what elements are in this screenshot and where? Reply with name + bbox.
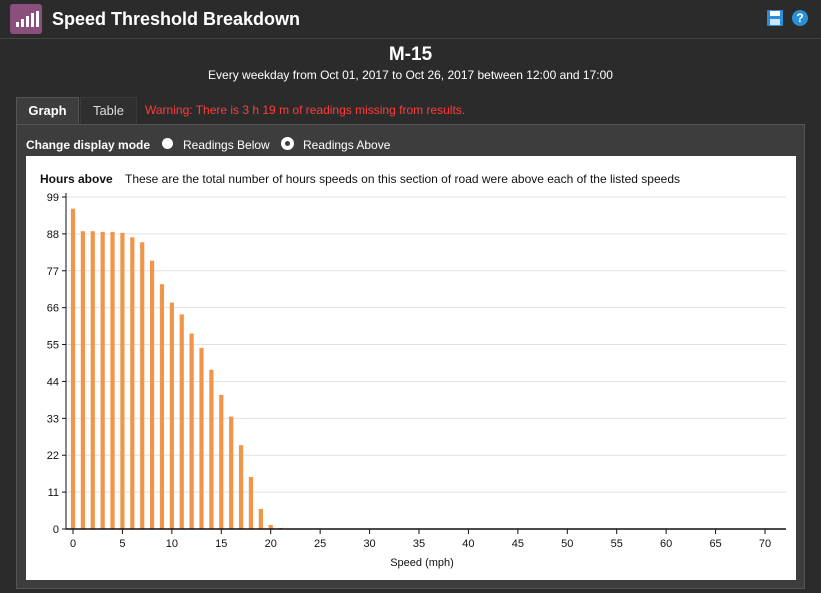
x-tick-label: 70 bbox=[759, 538, 771, 550]
x-tick-label: 5 bbox=[119, 538, 125, 550]
bar-speed-7[interactable] bbox=[140, 242, 145, 529]
period-description: Every weekday from Oct 01, 2017 to Oct 2… bbox=[208, 68, 613, 82]
bar-speed-11[interactable] bbox=[179, 314, 184, 529]
x-tick-label: 45 bbox=[512, 538, 524, 550]
help-icon[interactable]: ? bbox=[792, 10, 808, 26]
x-tick-label: 35 bbox=[413, 538, 425, 550]
bar-speed-16[interactable] bbox=[229, 416, 234, 529]
y-tick-label: 11 bbox=[48, 487, 59, 499]
tab-table[interactable]: Table bbox=[80, 97, 137, 124]
x-tick-label: 30 bbox=[363, 538, 375, 550]
chart-title: Hours above bbox=[40, 172, 113, 186]
y-tick-label: 99 bbox=[47, 192, 59, 204]
bar-speed-10[interactable] bbox=[169, 302, 174, 529]
save-icon[interactable] bbox=[767, 10, 783, 26]
y-tick-label: 0 bbox=[53, 524, 59, 536]
missing-readings-warning: Warning: There is 3 h 19 m of readings m… bbox=[145, 103, 466, 117]
bar-speed-6[interactable] bbox=[130, 237, 135, 529]
hours-above-chart: Hours above These are the total number o… bbox=[40, 172, 786, 569]
window-title: Speed Threshold Breakdown bbox=[52, 9, 301, 29]
bar-speed-4[interactable] bbox=[110, 231, 115, 529]
bar-speed-2[interactable] bbox=[90, 231, 95, 529]
bar-speed-0[interactable] bbox=[70, 208, 76, 529]
radio-readings-above[interactable] bbox=[282, 138, 293, 149]
x-tick-label: 50 bbox=[561, 538, 573, 550]
road-name: M-15 bbox=[388, 44, 433, 65]
readings-above-label[interactable]: Readings Above bbox=[303, 138, 391, 152]
chart-area: Hours above These are the total number o… bbox=[26, 156, 796, 580]
bar-speed-19[interactable] bbox=[258, 508, 263, 529]
bar-speed-17[interactable] bbox=[238, 445, 244, 529]
bar-speed-12[interactable] bbox=[189, 333, 194, 529]
x-tick-label: 20 bbox=[265, 538, 277, 550]
y-tick-label: 55 bbox=[47, 340, 59, 352]
x-tick-label: 55 bbox=[611, 538, 623, 550]
y-tick-label: 77 bbox=[47, 266, 59, 278]
bar-speed-15[interactable] bbox=[219, 394, 224, 529]
display-mode-label: Change display mode bbox=[26, 138, 151, 152]
bar-speed-13[interactable] bbox=[199, 347, 204, 529]
x-tick-label: 15 bbox=[215, 538, 227, 550]
x-tick-label: 0 bbox=[70, 538, 76, 550]
y-tick-label: 88 bbox=[47, 229, 59, 241]
bar-speed-18[interactable] bbox=[248, 477, 254, 529]
tab-graph[interactable]: Graph bbox=[16, 97, 79, 124]
y-tick-label: 66 bbox=[47, 303, 59, 315]
radio-readings-below[interactable] bbox=[162, 138, 173, 149]
readings-below-label[interactable]: Readings Below bbox=[183, 138, 270, 152]
x-tick-label: 60 bbox=[660, 538, 672, 550]
bar-speed-20[interactable] bbox=[268, 524, 273, 529]
x-axis-label: Speed (mph) bbox=[390, 557, 454, 569]
y-tick-label: 33 bbox=[47, 413, 59, 425]
x-tick-label: 10 bbox=[166, 538, 178, 550]
bar-chart-icon bbox=[10, 4, 42, 34]
x-tick-label: 40 bbox=[462, 538, 474, 550]
chart-subtitle: These are the total number of hours spee… bbox=[125, 172, 680, 186]
bar-speed-5[interactable] bbox=[120, 232, 125, 530]
title-bar: Speed Threshold Breakdown ? bbox=[0, 0, 821, 39]
y-tick-label: 44 bbox=[47, 376, 59, 388]
x-tick-label: 65 bbox=[709, 538, 721, 550]
bar-speed-1[interactable] bbox=[80, 231, 85, 529]
bar-speed-14[interactable] bbox=[209, 369, 214, 529]
x-tick-label: 25 bbox=[314, 538, 326, 550]
bar-speed-9[interactable] bbox=[159, 284, 165, 529]
y-tick-label: 22 bbox=[47, 450, 59, 462]
bar-speed-3[interactable] bbox=[100, 231, 105, 529]
bar-speed-8[interactable] bbox=[149, 260, 155, 529]
